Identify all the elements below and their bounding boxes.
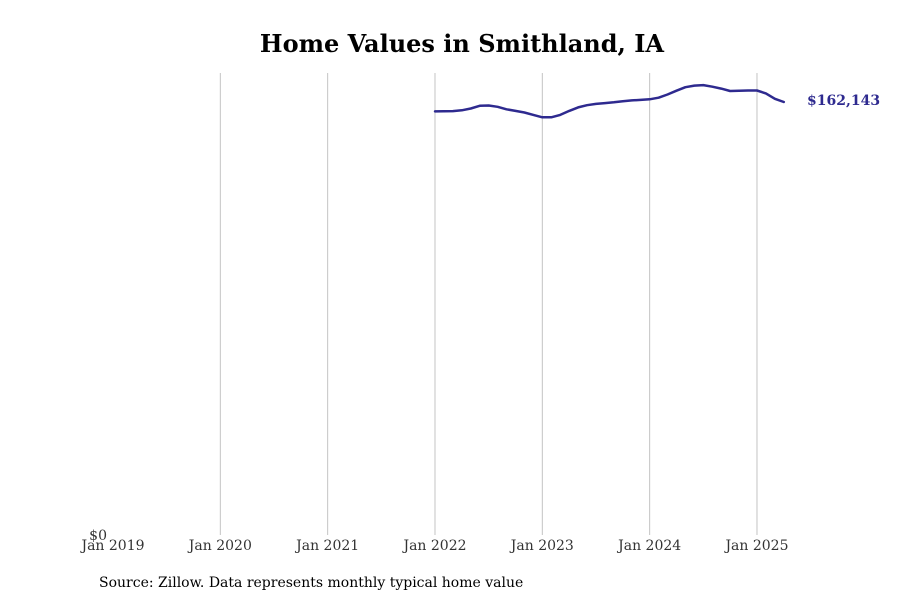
data-point [443, 110, 445, 112]
data-point [658, 97, 660, 99]
data-point [470, 108, 472, 110]
data-point [720, 88, 722, 90]
end-value-label: $162,143 [807, 93, 880, 109]
x-tick-label: Jan 2021 [294, 538, 359, 554]
data-point [774, 98, 776, 100]
data-point [604, 102, 606, 104]
data-point [595, 103, 597, 105]
data-point [479, 105, 481, 107]
data-point [747, 90, 749, 92]
data-point [577, 106, 579, 108]
x-tick-label: Jan 2020 [187, 538, 252, 554]
data-point [622, 100, 624, 102]
axis-ticks: Jan 2019 Jan 2020 Jan 2021 Jan 2022 Jan 2023… [79, 528, 788, 554]
x-tick-label: Jan 2023 [509, 538, 574, 554]
data-point [452, 110, 454, 112]
data-point [568, 110, 570, 112]
series-line [433, 83, 786, 119]
data-point [667, 94, 669, 96]
data-point [541, 116, 543, 118]
data-point [586, 104, 588, 106]
data-point [488, 105, 490, 107]
data-point [461, 109, 463, 111]
data-point [684, 86, 686, 88]
data-point [497, 106, 499, 108]
data-point [693, 85, 695, 87]
data-point [613, 101, 615, 103]
x-tick-label: Jan 2025 [723, 538, 788, 554]
x-tick-label: Jan 2019 [79, 538, 144, 554]
data-point [765, 92, 767, 94]
data-point [640, 99, 642, 101]
data-point [550, 116, 552, 118]
data-point [515, 110, 517, 112]
chart-title: Home Values in Smithland, IA [260, 29, 665, 58]
data-point [756, 90, 758, 92]
data-point [506, 108, 508, 110]
data-point [738, 90, 740, 92]
series-layer [433, 83, 786, 119]
gridlines [219, 73, 758, 535]
y-tick-label: $0 [89, 528, 107, 544]
data-point [532, 114, 534, 116]
data-point [729, 90, 731, 92]
x-tick-label: Jan 2024 [616, 538, 681, 554]
data-point [711, 86, 713, 88]
data-point [434, 110, 436, 112]
data-point [631, 99, 633, 101]
data-point [702, 84, 704, 86]
data-point [783, 101, 785, 103]
source-note: Source: Zillow. Data represents monthly … [99, 575, 523, 591]
x-tick-label: Jan 2022 [401, 538, 466, 554]
data-point [559, 114, 561, 116]
data-point [523, 112, 525, 114]
data-point [676, 90, 678, 92]
data-point [649, 98, 651, 100]
